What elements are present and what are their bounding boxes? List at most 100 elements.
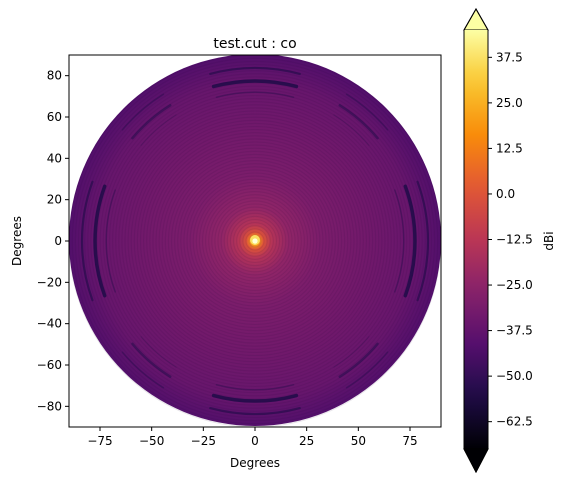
colorbar-extend-min	[463, 448, 489, 474]
colorbar-tick-label: −37.5	[496, 324, 533, 338]
ripple-ring	[77, 63, 433, 419]
ripple-ring	[155, 141, 355, 341]
ripple-ring	[195, 181, 315, 301]
null-arc	[333, 336, 370, 368]
ripple-ring	[183, 169, 327, 313]
ripple-ring	[133, 119, 377, 363]
ripple-ring	[164, 150, 346, 332]
null-arc	[211, 79, 299, 89]
y-axis-ticks: −80 −60 −40 −20 0 20 40 60 80	[37, 69, 69, 413]
null-arc	[209, 66, 301, 76]
null-arc	[80, 180, 94, 302]
colorbar-gradient	[464, 30, 488, 449]
ripple-ring	[71, 57, 439, 425]
x-axis-label: Degrees	[230, 456, 280, 470]
null-arc	[345, 351, 389, 389]
null-arc	[140, 336, 177, 368]
colorbar-tick-label: 25.0	[496, 96, 523, 110]
ripple-ring	[236, 222, 274, 260]
null-arc	[416, 180, 430, 302]
ripple-ring	[170, 156, 340, 326]
plot-area	[68, 54, 442, 428]
ripple-ring	[232, 218, 278, 264]
y-tick-label: −80	[37, 399, 62, 413]
y-tick-label: 80	[47, 69, 62, 83]
ripple-ring	[158, 144, 352, 338]
y-tick-label: −20	[37, 275, 62, 289]
null-arc	[403, 184, 417, 298]
colorbar-tick-label: −25.0	[496, 278, 533, 292]
ripple-ring	[214, 200, 296, 282]
ripple-ring	[242, 228, 268, 254]
colorbar-extend-max	[463, 7, 489, 31]
colorbar-tick-label: −12.5	[496, 233, 533, 247]
null-arc	[93, 184, 107, 298]
ripple-ring	[108, 94, 402, 388]
ripple-ring	[90, 76, 420, 406]
ripple-ring	[99, 85, 411, 397]
colorbar-tick-label: 12.5	[496, 141, 523, 155]
ripple-ring	[136, 122, 374, 360]
ripple-ring	[198, 184, 312, 298]
ripple-ring	[180, 166, 330, 316]
null-arc	[105, 189, 116, 293]
ripple-ring	[223, 209, 287, 273]
x-tick-label: 0	[251, 434, 259, 448]
ripple-ring	[152, 138, 358, 344]
null-arc	[211, 393, 299, 403]
ripple-ring	[229, 215, 281, 267]
ripple-ring	[220, 206, 290, 276]
colorbar-label: dBi	[542, 231, 556, 250]
ripple-rings	[69, 55, 441, 427]
ripple-ring	[124, 110, 386, 372]
ripple-ring	[84, 70, 426, 412]
colorbar-tick-label: 0.0	[496, 187, 515, 201]
y-tick-label: 0	[54, 234, 62, 248]
x-tick-label: −50	[139, 434, 164, 448]
ripple-ring	[192, 178, 318, 304]
null-arc	[131, 104, 172, 140]
x-tick-label: 25	[299, 434, 314, 448]
ripple-ring	[87, 73, 423, 409]
colorbar-tick-label: −50.0	[496, 369, 533, 383]
null-features	[80, 66, 430, 416]
ripple-ring	[189, 175, 321, 307]
ripple-ring	[167, 153, 343, 329]
ripple-ring	[245, 231, 265, 251]
ripple-ring	[208, 194, 302, 288]
ripple-ring	[102, 88, 408, 394]
ripple-ring	[115, 101, 395, 381]
ripple-ring	[127, 113, 383, 369]
colorbar: −62.5 −50.0 −37.5 −25.0 −12.5 0.0 12.5 25.0 37.5…	[463, 7, 556, 474]
null-arc	[338, 104, 379, 140]
colorbar-outline	[463, 7, 489, 474]
ripple-ring	[226, 212, 284, 270]
ripple-ring	[211, 197, 299, 285]
x-tick-label: 75	[402, 434, 417, 448]
colorbar-tick-label: 37.5	[496, 50, 523, 64]
x-axis-ticks: −75 −50 −25 0 25 50 75	[87, 427, 418, 448]
ripple-ring	[201, 187, 309, 295]
ripple-ring	[205, 191, 305, 291]
ripple-ring	[161, 147, 349, 335]
y-tick-label: −60	[37, 358, 62, 372]
ripple-ring	[239, 225, 271, 257]
null-arc	[215, 91, 295, 99]
ripple-ring	[105, 91, 405, 391]
null-arc	[131, 342, 172, 378]
ripple-ring	[186, 172, 324, 310]
ripple-ring	[96, 82, 414, 400]
null-arc	[121, 93, 165, 131]
ripple-ring	[143, 129, 367, 353]
ripple-ring	[149, 135, 361, 347]
null-arc	[338, 342, 379, 378]
ripple-ring	[130, 116, 380, 366]
ripple-ring	[118, 104, 392, 378]
y-tick-label: −40	[37, 317, 62, 331]
colorbar-ticks: −62.5 −50.0 −37.5 −25.0 −12.5 0.0 12.5 25.0 37.5	[488, 50, 533, 429]
null-arc	[345, 93, 389, 131]
y-axis-label: Degrees	[10, 216, 24, 266]
y-tick-label: 20	[47, 193, 62, 207]
chart-title: test.cut : co	[213, 36, 296, 52]
null-arc	[333, 114, 370, 146]
